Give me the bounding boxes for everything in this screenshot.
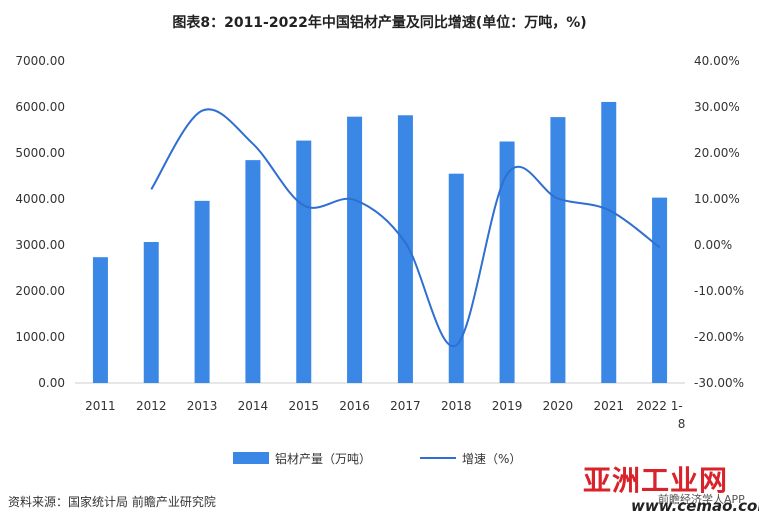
y-left-tick-label: 2000.00 bbox=[15, 284, 65, 298]
x-tick-label: 2022 1-8 bbox=[636, 399, 685, 431]
y-right-tick-label: 0.00% bbox=[694, 238, 732, 252]
legend-bar-label: 铝材产量（万吨） bbox=[275, 451, 371, 466]
x-tick-label: 2013 bbox=[187, 399, 218, 413]
x-tick-label: 2021 bbox=[593, 399, 624, 413]
y-right-tick-label: -10.00% bbox=[694, 284, 744, 298]
y-right-tick-label: -20.00% bbox=[694, 330, 744, 344]
y-right-tick-label: -30.00% bbox=[694, 376, 744, 390]
y-left-tick-label: 7000.00 bbox=[15, 54, 65, 68]
x-tick-label: 2015 bbox=[288, 399, 319, 413]
y-left-tick-label: 3000.00 bbox=[15, 238, 65, 252]
bar bbox=[550, 117, 566, 384]
y-left-tick-label: 5000.00 bbox=[15, 146, 65, 160]
y-right-tick-label: 40.00% bbox=[694, 54, 740, 68]
legend-bar-swatch bbox=[233, 452, 269, 464]
x-tick-label: 2016 bbox=[339, 399, 370, 413]
x-tick-label: 2014 bbox=[238, 399, 269, 413]
bar bbox=[652, 197, 668, 383]
bar bbox=[397, 115, 413, 383]
bar bbox=[601, 101, 617, 383]
bar bbox=[245, 160, 261, 383]
x-tick-label: 2019 bbox=[492, 399, 523, 413]
bar bbox=[296, 140, 312, 383]
bar bbox=[194, 200, 210, 383]
bar bbox=[499, 141, 515, 383]
x-tick-label: 2018 bbox=[441, 399, 472, 413]
watermark-brand: 亚洲工业网 bbox=[583, 464, 729, 497]
chart-title: 图表8：2011-2022年中国铝材产量及同比增速(单位：万吨，%) bbox=[172, 15, 587, 31]
x-tick-label: 2017 bbox=[390, 399, 421, 413]
y-right-tick-label: 20.00% bbox=[694, 146, 740, 160]
y-left-tick-label: 1000.00 bbox=[15, 330, 65, 344]
x-tick-label: 2020 bbox=[543, 399, 574, 413]
watermark-app: 前瞻经济学人APP bbox=[658, 493, 745, 506]
x-tick-label: 2012 bbox=[136, 399, 167, 413]
y-left-tick-label: 4000.00 bbox=[15, 192, 65, 206]
source-note: 资料来源：国家统计局 前瞻产业研究院 bbox=[8, 495, 216, 509]
y-left-tick-label: 6000.00 bbox=[15, 100, 65, 114]
y-right-tick-label: 10.00% bbox=[694, 192, 740, 206]
y-left-tick-label: 0.00 bbox=[38, 376, 65, 390]
bar bbox=[347, 116, 363, 383]
bar bbox=[92, 257, 108, 383]
legend-line-label: 增速（%） bbox=[462, 452, 521, 466]
x-tick-label: 2011 bbox=[85, 399, 116, 413]
bar bbox=[143, 242, 159, 383]
watermark-site: www.cemao.com bbox=[631, 497, 759, 515]
bar bbox=[448, 173, 464, 383]
y-right-tick-label: 30.00% bbox=[694, 100, 740, 114]
